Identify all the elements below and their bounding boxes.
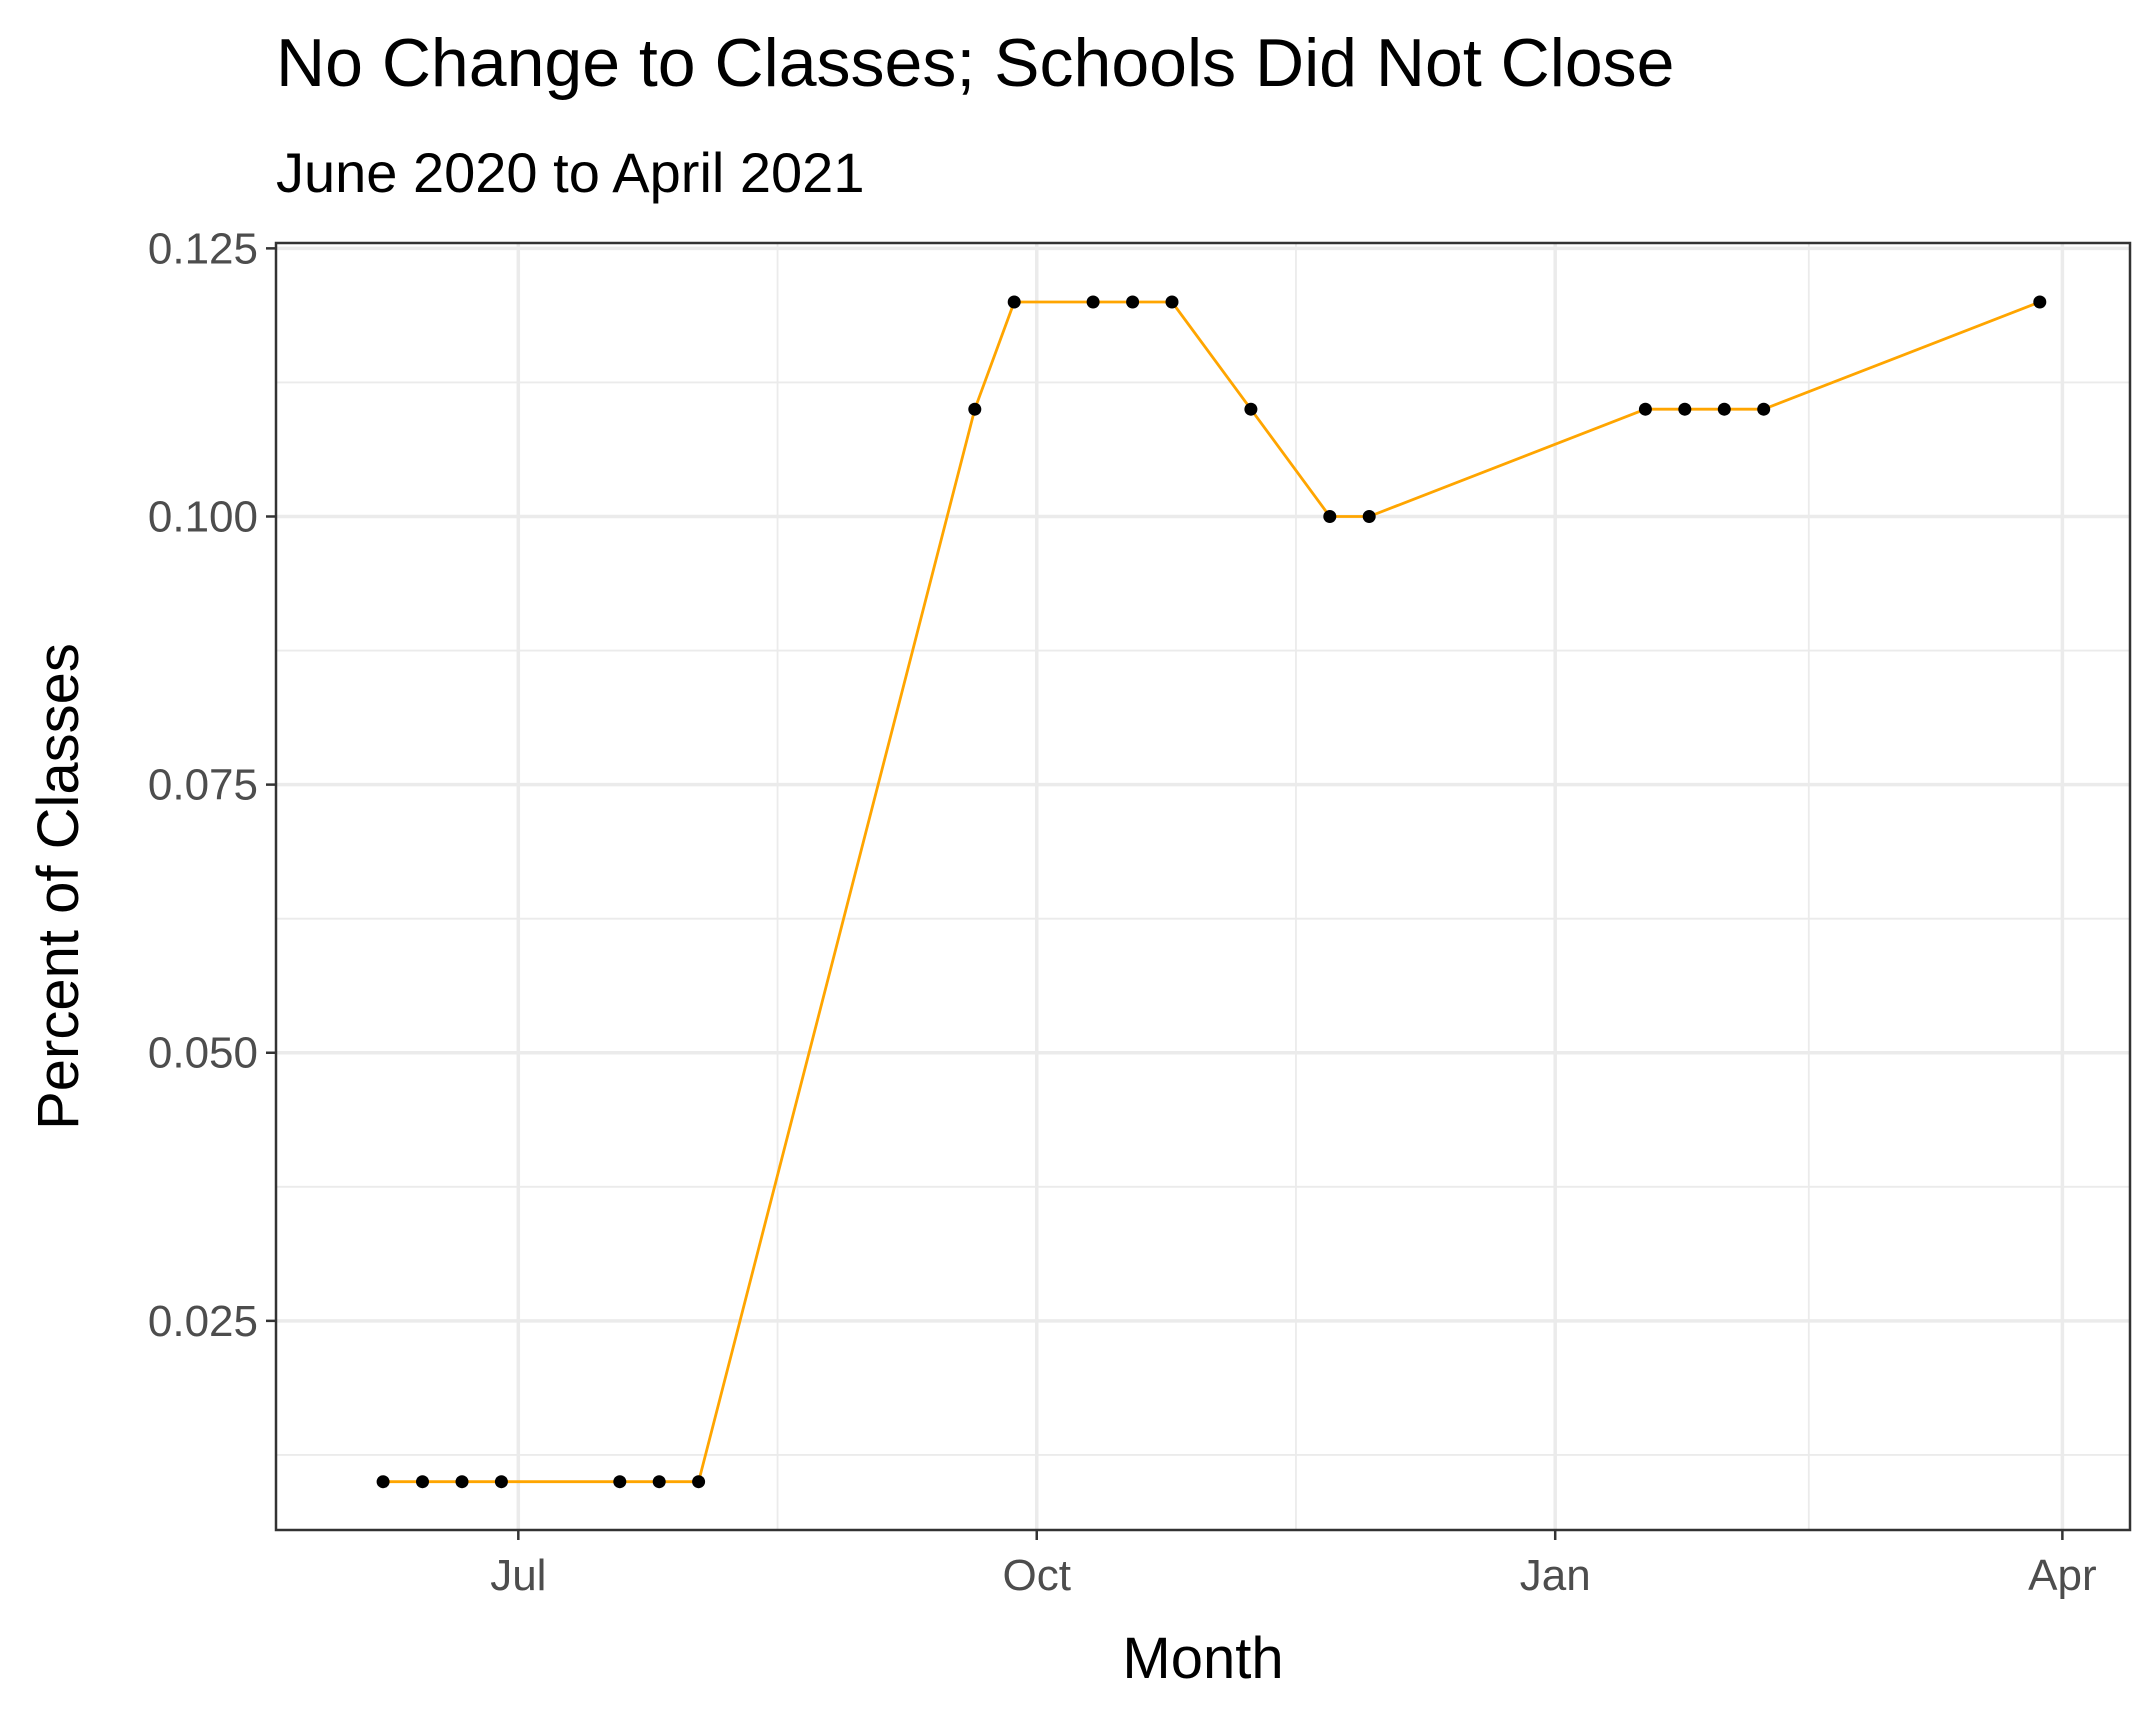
data-point xyxy=(1126,295,1140,309)
series-line xyxy=(383,300,2041,1484)
data-point xyxy=(1165,295,1179,309)
data-point xyxy=(376,1475,390,1489)
data-point xyxy=(416,1475,429,1489)
plot-panel xyxy=(276,243,2130,1530)
data-point xyxy=(494,1475,508,1489)
x-tick-label: Oct xyxy=(1003,1551,1071,1600)
y-tick-label: 0.025 xyxy=(148,1297,258,1346)
y-axis-title: Percent of Classes xyxy=(26,643,91,1130)
data-point xyxy=(1244,402,1258,416)
data-point xyxy=(455,1475,469,1489)
data-point xyxy=(1678,402,1692,416)
major-gridlines xyxy=(276,243,2130,1530)
x-tick-label: Jul xyxy=(490,1551,546,1600)
y-tick-label: 0.050 xyxy=(148,1029,258,1078)
data-point xyxy=(1362,510,1376,523)
data-point xyxy=(692,1475,706,1489)
series-layer xyxy=(376,295,2047,1489)
data-point xyxy=(1757,402,1771,416)
x-tick-label: Jan xyxy=(1520,1551,1591,1600)
data-point xyxy=(1717,402,1731,416)
y-axis-tick-labels: 0.025 0.050 0.075 0.100 0.125 xyxy=(148,224,258,1346)
data-point xyxy=(652,1475,666,1489)
axis-ticks xyxy=(266,247,2064,1540)
data-point xyxy=(1007,295,1021,309)
data-point xyxy=(1638,402,1652,416)
data-point xyxy=(613,1475,627,1489)
data-point xyxy=(1323,510,1337,523)
chart-title: No Change to Classes; Schools Did Not Cl… xyxy=(276,25,1675,101)
y-tick-label: 0.100 xyxy=(148,492,258,541)
chart-subtitle: June 2020 to April 2021 xyxy=(276,141,865,204)
y-tick-label: 0.075 xyxy=(148,761,258,810)
x-axis-title: Month xyxy=(1122,1626,1283,1691)
x-axis-tick-labels: Jul Oct Jan Apr xyxy=(490,1551,2096,1600)
data-point xyxy=(1086,295,1100,309)
data-point xyxy=(2033,295,2047,309)
plot-border xyxy=(274,241,2132,1532)
x-tick-label: Apr xyxy=(2028,1551,2096,1600)
data-point xyxy=(968,402,982,416)
minor-gridlines xyxy=(276,243,2130,1530)
y-tick-label: 0.125 xyxy=(148,224,258,273)
